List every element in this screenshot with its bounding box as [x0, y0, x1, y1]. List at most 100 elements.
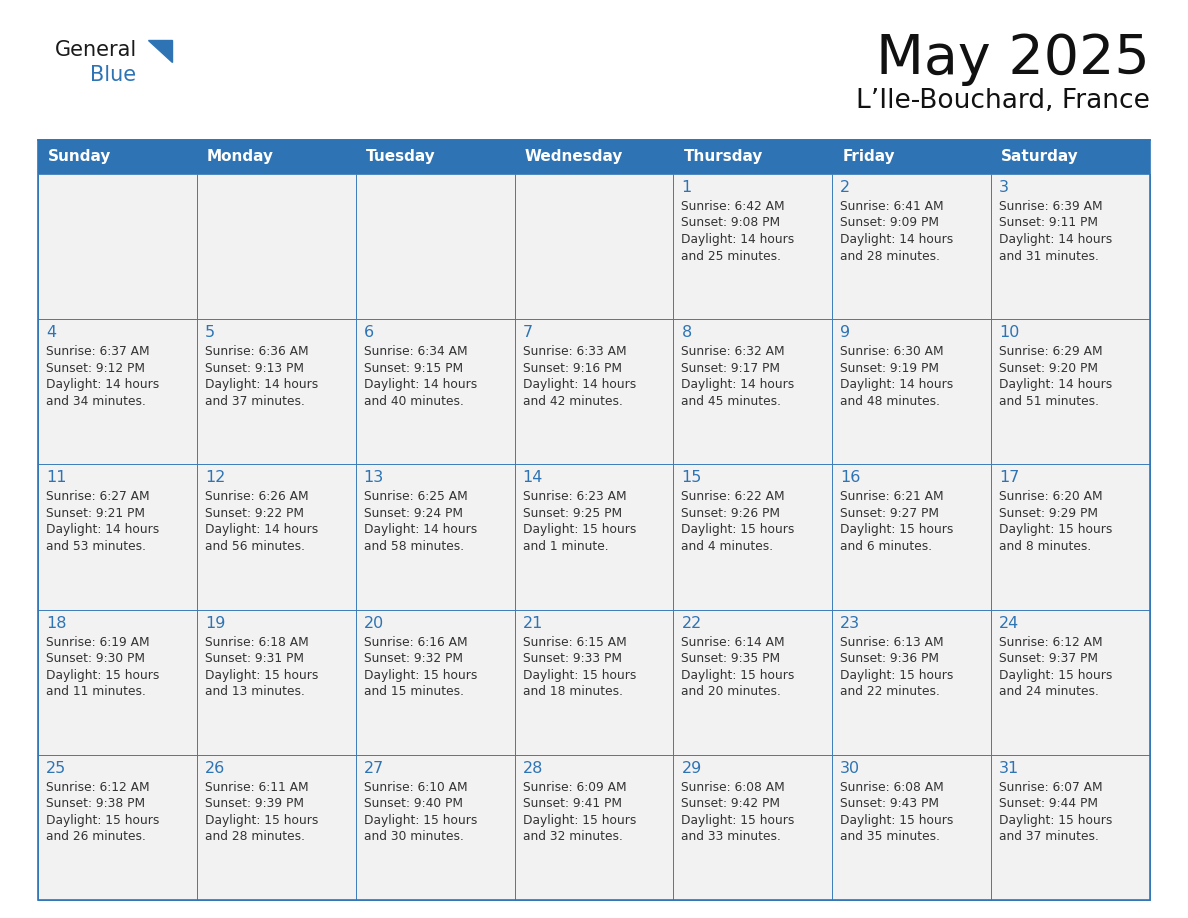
Bar: [38, 140, 1150, 174]
Text: 22: 22: [682, 616, 702, 631]
Text: and 58 minutes.: and 58 minutes.: [364, 540, 463, 553]
Bar: [197, 174, 355, 319]
Bar: [355, 319, 514, 465]
Text: Sunset: 9:40 PM: Sunset: 9:40 PM: [364, 798, 462, 811]
Text: May 2025: May 2025: [877, 32, 1150, 86]
Text: and 31 minutes.: and 31 minutes.: [999, 250, 1099, 263]
Text: Sunrise: 6:16 AM: Sunrise: 6:16 AM: [364, 635, 467, 649]
Text: 3: 3: [999, 180, 1009, 195]
Text: 8: 8: [682, 325, 691, 341]
Bar: [355, 174, 514, 319]
Bar: [991, 174, 1150, 319]
Text: and 51 minutes.: and 51 minutes.: [999, 395, 1099, 408]
Bar: [833, 610, 991, 755]
Text: Sunrise: 6:09 AM: Sunrise: 6:09 AM: [523, 781, 626, 794]
Text: Sunset: 9:21 PM: Sunset: 9:21 PM: [46, 507, 145, 520]
Text: Sunset: 9:43 PM: Sunset: 9:43 PM: [840, 798, 940, 811]
Text: Sunrise: 6:13 AM: Sunrise: 6:13 AM: [840, 635, 944, 649]
Text: Sunrise: 6:21 AM: Sunrise: 6:21 AM: [840, 490, 944, 503]
Text: Sunset: 9:41 PM: Sunset: 9:41 PM: [523, 798, 621, 811]
Text: Sunset: 9:25 PM: Sunset: 9:25 PM: [523, 507, 621, 520]
Text: and 1 minute.: and 1 minute.: [523, 540, 608, 553]
Text: Daylight: 15 hours: Daylight: 15 hours: [523, 668, 636, 681]
Text: 16: 16: [840, 470, 860, 486]
Text: Sunrise: 6:11 AM: Sunrise: 6:11 AM: [204, 781, 309, 794]
Text: Sunset: 9:39 PM: Sunset: 9:39 PM: [204, 798, 304, 811]
Text: Daylight: 15 hours: Daylight: 15 hours: [682, 668, 795, 681]
Text: Daylight: 15 hours: Daylight: 15 hours: [840, 523, 954, 536]
Text: and 24 minutes.: and 24 minutes.: [999, 685, 1099, 698]
Text: Daylight: 15 hours: Daylight: 15 hours: [999, 523, 1112, 536]
Bar: [514, 174, 674, 319]
Bar: [674, 319, 833, 465]
Text: Sunset: 9:29 PM: Sunset: 9:29 PM: [999, 507, 1098, 520]
Text: 13: 13: [364, 470, 384, 486]
Text: and 53 minutes.: and 53 minutes.: [46, 540, 146, 553]
Text: Sunset: 9:12 PM: Sunset: 9:12 PM: [46, 362, 145, 375]
Text: 4: 4: [46, 325, 56, 341]
Text: Sunrise: 6:19 AM: Sunrise: 6:19 AM: [46, 635, 150, 649]
Text: Wednesday: Wednesday: [525, 150, 623, 164]
Text: and 37 minutes.: and 37 minutes.: [999, 830, 1099, 844]
Text: Sunset: 9:24 PM: Sunset: 9:24 PM: [364, 507, 462, 520]
Text: 23: 23: [840, 616, 860, 631]
Text: 19: 19: [204, 616, 226, 631]
Text: 15: 15: [682, 470, 702, 486]
Text: and 11 minutes.: and 11 minutes.: [46, 685, 146, 698]
Text: and 32 minutes.: and 32 minutes.: [523, 830, 623, 844]
Text: and 35 minutes.: and 35 minutes.: [840, 830, 940, 844]
Text: Sunrise: 6:23 AM: Sunrise: 6:23 AM: [523, 490, 626, 503]
Text: Sunset: 9:37 PM: Sunset: 9:37 PM: [999, 652, 1098, 666]
Bar: [674, 610, 833, 755]
Text: and 28 minutes.: and 28 minutes.: [204, 830, 305, 844]
Bar: [833, 755, 991, 900]
Text: 26: 26: [204, 761, 225, 776]
Bar: [355, 610, 514, 755]
Text: Sunrise: 6:36 AM: Sunrise: 6:36 AM: [204, 345, 309, 358]
Text: 12: 12: [204, 470, 226, 486]
Text: Daylight: 14 hours: Daylight: 14 hours: [682, 378, 795, 391]
Text: Sunrise: 6:34 AM: Sunrise: 6:34 AM: [364, 345, 467, 358]
Text: and 33 minutes.: and 33 minutes.: [682, 830, 782, 844]
Text: Daylight: 14 hours: Daylight: 14 hours: [46, 378, 159, 391]
Text: Daylight: 14 hours: Daylight: 14 hours: [840, 378, 954, 391]
Text: Sunrise: 6:30 AM: Sunrise: 6:30 AM: [840, 345, 944, 358]
Text: 25: 25: [46, 761, 67, 776]
Text: Sunrise: 6:20 AM: Sunrise: 6:20 AM: [999, 490, 1102, 503]
Text: Daylight: 15 hours: Daylight: 15 hours: [523, 813, 636, 827]
Text: Daylight: 14 hours: Daylight: 14 hours: [204, 378, 318, 391]
Text: Sunrise: 6:41 AM: Sunrise: 6:41 AM: [840, 200, 944, 213]
Bar: [833, 465, 991, 610]
Text: Sunrise: 6:14 AM: Sunrise: 6:14 AM: [682, 635, 785, 649]
Text: Sunrise: 6:12 AM: Sunrise: 6:12 AM: [46, 781, 150, 794]
Text: Sunrise: 6:08 AM: Sunrise: 6:08 AM: [682, 781, 785, 794]
Text: Sunset: 9:13 PM: Sunset: 9:13 PM: [204, 362, 304, 375]
Bar: [991, 610, 1150, 755]
Bar: [833, 174, 991, 319]
Text: and 56 minutes.: and 56 minutes.: [204, 540, 305, 553]
Text: and 15 minutes.: and 15 minutes.: [364, 685, 463, 698]
Bar: [514, 610, 674, 755]
Text: Friday: Friday: [842, 150, 895, 164]
Text: and 20 minutes.: and 20 minutes.: [682, 685, 782, 698]
Text: Sunset: 9:33 PM: Sunset: 9:33 PM: [523, 652, 621, 666]
Text: Sunset: 9:35 PM: Sunset: 9:35 PM: [682, 652, 781, 666]
Text: 11: 11: [46, 470, 67, 486]
Text: Sunrise: 6:07 AM: Sunrise: 6:07 AM: [999, 781, 1102, 794]
Text: Sunrise: 6:37 AM: Sunrise: 6:37 AM: [46, 345, 150, 358]
Text: Sunrise: 6:15 AM: Sunrise: 6:15 AM: [523, 635, 626, 649]
Text: Daylight: 14 hours: Daylight: 14 hours: [840, 233, 954, 246]
Bar: [991, 755, 1150, 900]
Text: and 37 minutes.: and 37 minutes.: [204, 395, 305, 408]
Text: Daylight: 15 hours: Daylight: 15 hours: [840, 813, 954, 827]
Text: Daylight: 15 hours: Daylight: 15 hours: [204, 813, 318, 827]
Text: Daylight: 15 hours: Daylight: 15 hours: [204, 668, 318, 681]
Bar: [833, 319, 991, 465]
Text: Daylight: 14 hours: Daylight: 14 hours: [364, 378, 476, 391]
Bar: [514, 755, 674, 900]
Text: and 45 minutes.: and 45 minutes.: [682, 395, 782, 408]
Text: and 42 minutes.: and 42 minutes.: [523, 395, 623, 408]
Text: 18: 18: [46, 616, 67, 631]
Text: Daylight: 15 hours: Daylight: 15 hours: [999, 668, 1112, 681]
Text: Sunrise: 6:42 AM: Sunrise: 6:42 AM: [682, 200, 785, 213]
